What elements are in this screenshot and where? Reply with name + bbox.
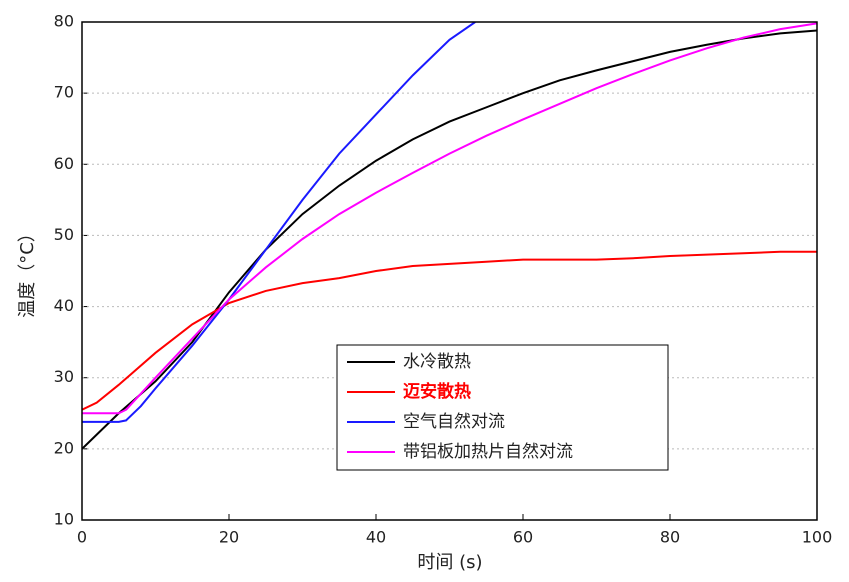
- y-tick-label: 20: [54, 438, 74, 457]
- y-tick-label: 30: [54, 367, 74, 386]
- legend-box: [336, 344, 669, 471]
- series-line: [82, 22, 817, 415]
- series-line: [82, 29, 817, 450]
- legend-label: 水冷散热: [403, 352, 471, 372]
- x-tick-label: 60: [513, 528, 533, 547]
- x-tick-label: 20: [219, 528, 239, 547]
- y-tick-label: 80: [54, 12, 74, 31]
- y-tick-label: 70: [54, 83, 74, 102]
- legend-label: 迈安散热: [403, 381, 471, 402]
- series-line: [82, 250, 817, 411]
- x-tick-label: 100: [802, 528, 833, 547]
- y-tick-label: 10: [54, 510, 74, 529]
- y-tick-label: 50: [54, 225, 74, 244]
- x-tick-label: 0: [77, 528, 87, 547]
- series-line: [82, 22, 476, 423]
- y-tick-label: 60: [54, 154, 74, 173]
- x-axis-label: 时间 (s): [417, 552, 482, 573]
- x-tick-label: 40: [366, 528, 386, 547]
- y-axis-label: 温度（°C）: [17, 224, 38, 318]
- y-tick-label: 40: [54, 296, 74, 315]
- legend-label: 空气自然对流: [403, 412, 505, 432]
- plot-frame: [81, 21, 818, 521]
- x-tick-label: 80: [660, 528, 680, 547]
- legend-label: 带铝板加热片自然对流: [403, 442, 573, 462]
